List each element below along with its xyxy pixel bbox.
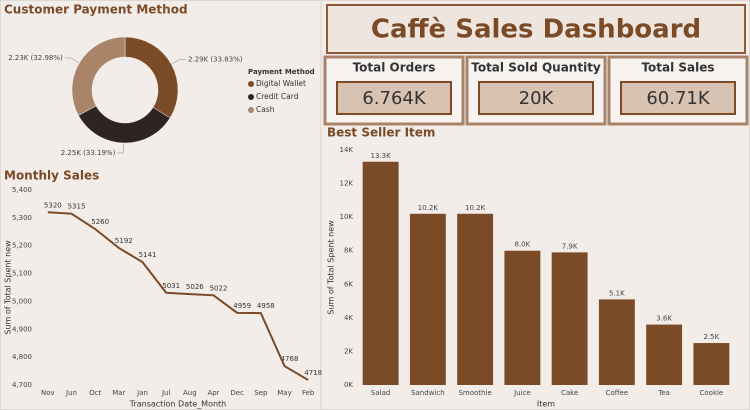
y-tick-label: 5,400 bbox=[12, 186, 32, 194]
y-tick-label: 4,900 bbox=[12, 325, 32, 333]
legend-marker bbox=[248, 107, 254, 113]
leader-line bbox=[172, 59, 187, 64]
legend-title: Payment Method bbox=[248, 68, 315, 76]
legend-marker bbox=[248, 81, 254, 87]
data-label: 5141 bbox=[139, 251, 157, 259]
x-tick-label: Sep bbox=[254, 389, 268, 397]
y-tick-label: 5,000 bbox=[12, 297, 32, 305]
x-tick-label: Jun bbox=[65, 389, 77, 397]
leader-line bbox=[117, 143, 124, 154]
x-tick-label: Cookie bbox=[699, 389, 723, 397]
card-value: 60.71K bbox=[646, 88, 711, 109]
bar bbox=[551, 252, 588, 385]
chart-title: Best Seller Item bbox=[327, 126, 435, 140]
bar bbox=[362, 161, 399, 385]
x-tick-label: Cake bbox=[561, 389, 578, 397]
data-label: 8.0K bbox=[515, 241, 531, 249]
card-value: 6.764K bbox=[362, 88, 427, 109]
y-tick-label: 4,800 bbox=[12, 353, 32, 361]
x-tick-label: Juice bbox=[513, 389, 531, 397]
y-tick-label: 12K bbox=[340, 180, 354, 188]
leader-line bbox=[64, 57, 79, 63]
y-axis-title: Sum of Total Spent new bbox=[327, 220, 336, 315]
card-value-box bbox=[336, 81, 452, 115]
x-tick-label: Smoothie bbox=[458, 389, 491, 397]
chart-title: Monthly Sales bbox=[4, 169, 99, 183]
bar bbox=[598, 299, 635, 385]
x-tick-label: Salad bbox=[371, 389, 390, 397]
x-tick-label: Oct bbox=[89, 389, 101, 397]
x-tick-label: Apr bbox=[207, 389, 219, 397]
y-tick-label: 0K bbox=[344, 381, 353, 389]
y-tick-label: 2K bbox=[344, 347, 353, 355]
x-tick-label: Jan bbox=[136, 389, 148, 397]
x-tick-label: Feb bbox=[302, 389, 315, 397]
data-label: 2.5K bbox=[704, 333, 720, 341]
data-label: 7.9K bbox=[562, 242, 578, 250]
y-tick-label: 10K bbox=[340, 213, 354, 221]
title-box bbox=[326, 4, 746, 54]
data-label: 5026 bbox=[186, 283, 204, 291]
y-tick-label: 5,200 bbox=[12, 242, 32, 250]
card-label: Total Orders bbox=[353, 61, 436, 75]
bar bbox=[646, 324, 683, 385]
data-label: 5260 bbox=[91, 218, 109, 226]
data-label: 3.6K bbox=[656, 315, 672, 323]
data-label: 2.23K (32.98%) bbox=[8, 54, 63, 62]
card-value: 20K bbox=[519, 88, 555, 109]
bar bbox=[504, 250, 541, 385]
x-tick-label: Jul bbox=[161, 389, 171, 397]
dashboard-title: Caffè Sales Dashboard bbox=[371, 15, 701, 45]
y-tick-label: 5,100 bbox=[12, 270, 32, 278]
data-label: 4959 bbox=[233, 302, 251, 310]
legend-marker bbox=[248, 94, 254, 100]
bar bbox=[693, 343, 730, 385]
x-tick-label: Sandwich bbox=[411, 389, 445, 397]
y-tick-label: 8K bbox=[344, 247, 353, 255]
data-label: 4718 bbox=[304, 369, 322, 377]
y-tick-label: 14K bbox=[340, 146, 354, 154]
x-tick-label: Tea bbox=[657, 389, 670, 397]
bar bbox=[409, 213, 446, 385]
y-tick-label: 6K bbox=[344, 280, 353, 288]
data-label: 5192 bbox=[115, 237, 133, 245]
bar bbox=[457, 213, 494, 385]
card-value-box bbox=[620, 81, 736, 115]
x-tick-label: Nov bbox=[41, 389, 55, 397]
data-label: 4768 bbox=[281, 355, 299, 363]
line bbox=[47, 211, 309, 381]
data-label: 4958 bbox=[257, 302, 275, 310]
x-tick-label: Aug bbox=[183, 389, 197, 397]
data-label: 5315 bbox=[68, 203, 86, 211]
data-label: 10.2K bbox=[465, 204, 486, 212]
x-tick-label: Coffee bbox=[606, 389, 629, 397]
y-tick-label: 5,300 bbox=[12, 214, 32, 222]
data-label: 2.29K (33.83%) bbox=[188, 55, 243, 63]
data-label: 10.2K bbox=[418, 204, 439, 212]
card-label: Total Sales bbox=[641, 61, 714, 75]
data-label: 5022 bbox=[210, 284, 228, 292]
x-tick-label: May bbox=[277, 389, 291, 397]
slice bbox=[71, 36, 126, 116]
x-tick-label: Dec bbox=[230, 389, 244, 397]
card-value-box bbox=[478, 81, 594, 115]
x-axis-title: Transaction Date_Month bbox=[129, 400, 227, 409]
x-tick-label: Mar bbox=[112, 389, 125, 397]
y-tick-label: 4,700 bbox=[12, 381, 32, 389]
legend-label: Credit Card bbox=[256, 92, 299, 101]
data-label: 5320 bbox=[44, 201, 62, 209]
data-label: 13.3K bbox=[371, 152, 392, 160]
data-label: 5031 bbox=[162, 282, 180, 290]
data-label: 5.1K bbox=[609, 289, 625, 297]
chart-title: Customer Payment Method bbox=[4, 3, 188, 17]
x-axis-title: Item bbox=[537, 400, 555, 409]
legend-label: Digital Wallet bbox=[256, 79, 306, 88]
data-label: 2.25K (33.19%) bbox=[61, 149, 116, 157]
y-axis-title: Sum of Total Spent new bbox=[4, 240, 13, 335]
y-tick-label: 4K bbox=[344, 314, 353, 322]
legend-label: Cash bbox=[256, 105, 275, 114]
card-label: Total Sold Quantity bbox=[471, 61, 601, 75]
